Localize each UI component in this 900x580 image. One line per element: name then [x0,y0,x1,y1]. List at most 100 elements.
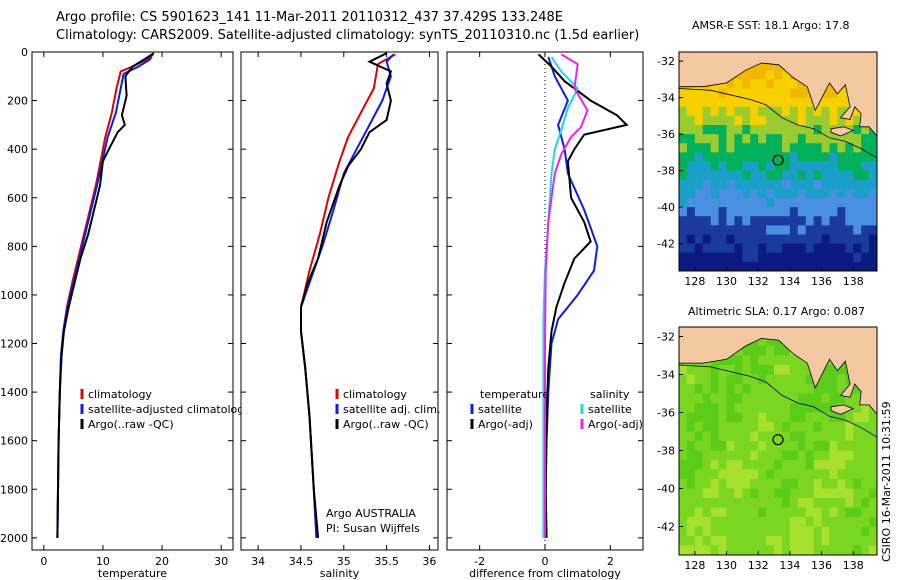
heatmap-cell [694,374,704,385]
heatmap-cell [726,261,735,272]
heatmap-cell [718,450,728,461]
heatmap-cell [797,441,807,451]
heatmap-cell [774,441,783,451]
heatmap-cell [742,403,751,413]
heatmap-cell [679,261,688,272]
heatmap-cell [750,441,759,451]
heatmap-cell [837,115,846,126]
heatmap-cell [758,393,767,404]
heatmap-cell [869,170,878,181]
heatmap-cell [821,198,830,208]
heatmap-cell [694,88,704,99]
heatmap-cell [726,225,735,235]
heatmap-cell [805,261,815,272]
heatmap-cell [781,115,791,126]
heatmap-cell [829,545,838,556]
heatmap-cell [686,188,696,199]
heatmap-cell [766,365,775,375]
heatmap-cell [694,460,704,470]
heatmap-cell [694,393,704,404]
heatmap-cell [774,450,783,461]
heatmap-cell [758,488,767,499]
heatmap-cell [718,79,728,89]
heatmap-cell [789,252,799,263]
x-tick-label: -2 [474,555,485,568]
heatmap-cell [718,152,728,162]
x-tick-label: 10 [96,555,110,568]
heatmap-cell [734,79,743,89]
heatmap-cell [766,115,775,126]
heatmap-cell [797,243,807,254]
heatmap-cell [750,179,759,190]
heatmap-cell [813,188,823,199]
heatmap-cell [829,225,838,235]
y-tick-label: 1600 [0,435,28,448]
heatmap-cell [766,517,775,527]
heatmap-cell [766,346,775,356]
heatmap-cell [837,161,846,172]
heatmap-cell [758,355,767,366]
heatmap-cell [702,261,712,272]
x-tick-label: 30 [214,555,228,568]
heatmap-cell [742,545,751,556]
x-tick-label: 134 [779,559,800,572]
heatmap-cell [679,374,688,385]
heatmap-cell [797,179,807,190]
land-mass [678,326,878,416]
heatmap-cell [805,488,815,499]
heatmap-cell [702,431,712,442]
heatmap-cell [718,374,728,385]
heatmap-cell [750,545,759,556]
heatmap-cell [758,216,767,226]
heatmap-cell [726,441,735,451]
heatmap-cell [726,460,735,470]
heatmap-cell [742,431,751,442]
heatmap-cell [821,234,830,245]
heatmap-cell [766,134,775,144]
heatmap-cell [789,88,799,99]
heatmap-cell [853,422,862,432]
heatmap-cell [861,488,870,499]
heatmap-cell [702,460,712,470]
heatmap-cell [813,412,823,423]
heatmap-cell [781,545,791,556]
heatmap-cell [813,106,823,117]
heatmap-cell [781,498,791,508]
heatmap-cell [734,188,743,199]
heatmap-cell [781,225,791,235]
heatmap-cell [781,97,791,108]
heatmap-cell [718,97,728,108]
heatmap-cell [718,384,728,394]
heatmap-cell [789,412,799,423]
heatmap-cell [805,412,815,423]
heatmap-cell [781,243,791,254]
heatmap-cell [702,125,712,135]
heatmap-cell [805,431,815,442]
heatmap-cell [734,161,743,172]
heatmap-cell [813,115,823,126]
heatmap-cell [853,441,862,451]
heatmap-cell [797,403,807,413]
heatmap-cell [845,412,854,423]
heatmap-cell [774,70,783,80]
heatmap-cell [726,143,735,153]
heatmap-cell [686,225,696,235]
heatmap-cell [686,115,696,126]
heatmap-cell [718,252,728,263]
heatmap-cell [758,431,767,442]
heatmap-cell [710,207,720,217]
heatmap-cell [821,536,830,546]
heatmap-cell [789,479,799,489]
x-tick-label: 20 [155,555,169,568]
heatmap-cell [853,252,862,263]
heatmap-cell [686,450,696,461]
y-tick-label: 600 [7,192,28,205]
heatmap-cell [766,507,775,518]
heatmap-cell [679,243,688,254]
heatmap-cell [679,460,688,470]
heatmap-cell [734,225,743,235]
heatmap-cell [821,188,830,199]
heatmap-cell [718,188,728,199]
heatmap-cell [734,198,743,208]
heatmap-cell [694,106,704,117]
